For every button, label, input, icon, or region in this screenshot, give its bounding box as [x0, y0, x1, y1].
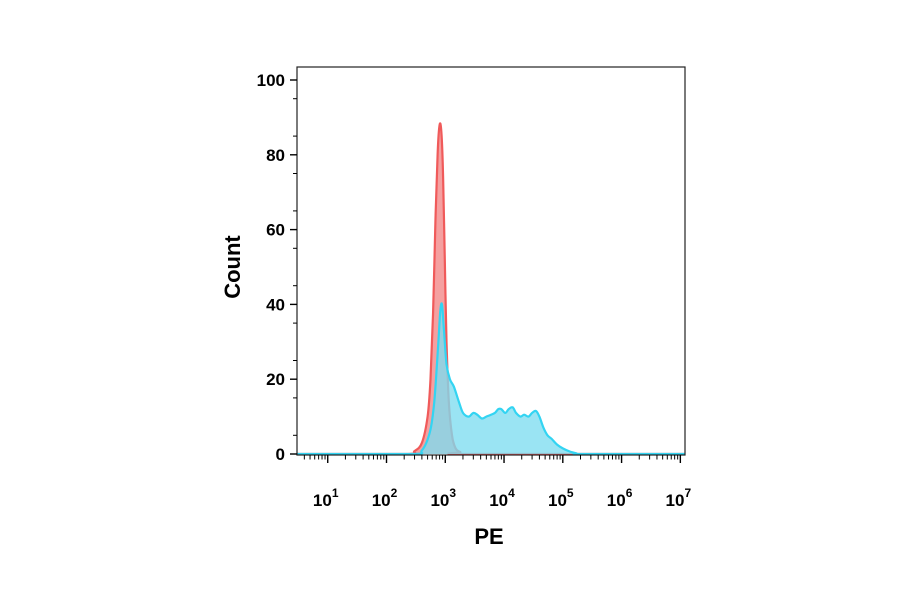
x-tick-label-7: 107 — [666, 486, 692, 510]
y-tick-label-100: 100 — [257, 71, 285, 90]
y-axis-title: Count — [220, 235, 245, 299]
y-tick-label-40: 40 — [266, 295, 285, 314]
y-tick-label-80: 80 — [266, 146, 285, 165]
series-2-area — [297, 303, 685, 454]
y-tick-label-0: 0 — [276, 445, 285, 464]
y-tick-label-60: 60 — [266, 221, 285, 240]
series-layer — [296, 122, 685, 456]
x-axis-title: PE — [474, 524, 503, 549]
x-tick-label-3: 103 — [430, 486, 456, 510]
x-tick-label-5: 105 — [548, 486, 574, 510]
axes-layer — [290, 66, 686, 463]
series-2-line — [296, 302, 685, 456]
x-tick-label-4: 104 — [489, 486, 515, 510]
plot-frame — [296, 66, 686, 456]
y-tick-label-20: 20 — [266, 370, 285, 389]
series-1-line — [296, 122, 685, 456]
x-tick-label-2: 102 — [372, 486, 398, 510]
series-1-area — [297, 123, 685, 454]
x-tick-label-6: 106 — [607, 486, 633, 510]
x-tick-label-1: 101 — [313, 486, 339, 510]
labels-layer: 0 20 40 60 80 100 101 102 103 104 105 106 107 PE Count — [220, 71, 691, 549]
